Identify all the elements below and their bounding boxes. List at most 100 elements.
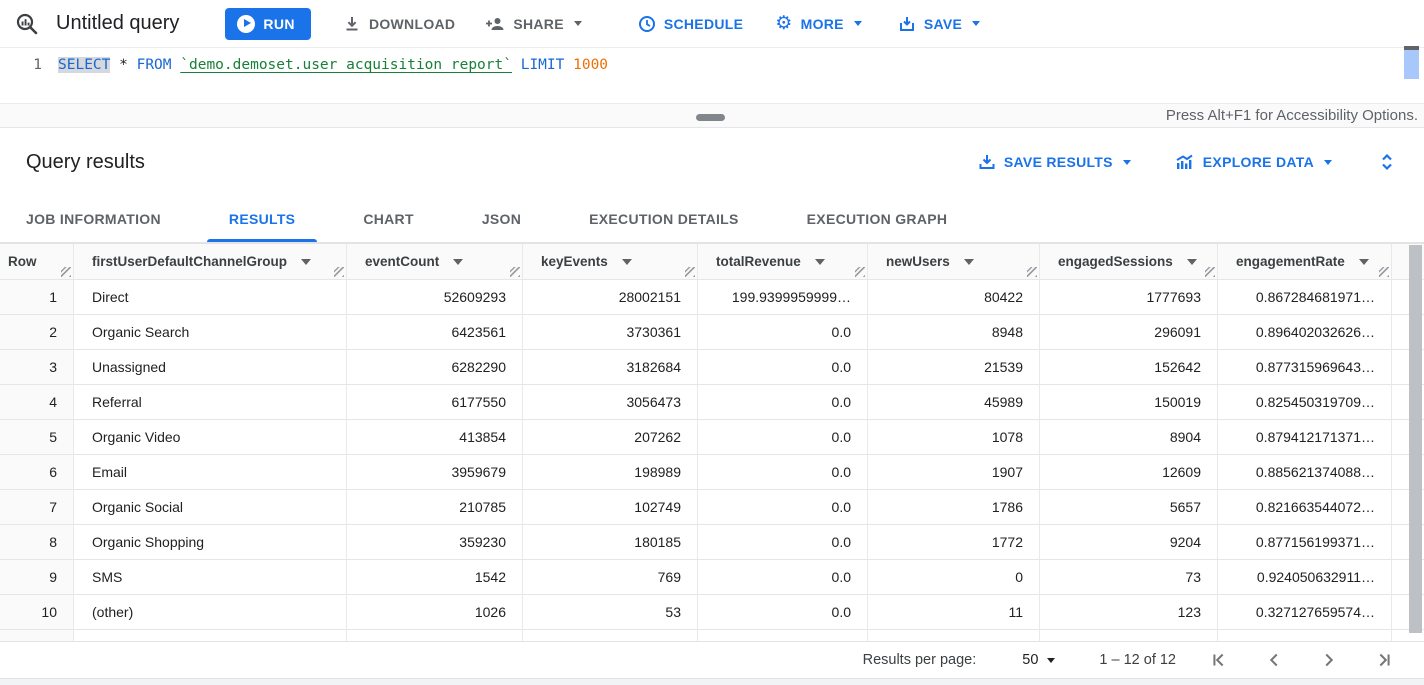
cell-totalrevenue[interactable]: 0.0 bbox=[698, 350, 868, 385]
cell-engagementrate[interactable]: 0.825450319709… bbox=[1218, 385, 1392, 420]
cell-engagedsessions[interactable]: 9204 bbox=[1040, 525, 1218, 560]
cell-firstuserdefaultchannelgroup[interactable]: Unassigned bbox=[74, 350, 347, 385]
last-page-button[interactable] bbox=[1372, 648, 1396, 672]
cell-keyevents[interactable]: 53 bbox=[523, 595, 698, 630]
cell-totalrevenue[interactable]: 0.0 bbox=[698, 420, 868, 455]
cell-engagementrate[interactable]: 0.877315969643… bbox=[1218, 350, 1392, 385]
splitter-drag-handle[interactable] bbox=[696, 114, 725, 121]
page-size-select[interactable]: 50 bbox=[1022, 652, 1056, 668]
explore-data-button[interactable]: EXPLORE DATA bbox=[1175, 153, 1332, 171]
cell-engagementrate[interactable]: 1.0 bbox=[1218, 630, 1392, 641]
cell-engagementrate[interactable]: 0.924050632911… bbox=[1218, 560, 1392, 595]
sql-table-link[interactable]: `demo.demoset.user_acquisition_report` bbox=[180, 57, 512, 73]
cell-totalrevenue[interactable]: 0.0 bbox=[698, 490, 868, 525]
column-header-totalrevenue[interactable]: totalRevenue bbox=[698, 244, 868, 280]
cell-firstuserdefaultchannelgroup[interactable]: Direct bbox=[74, 280, 347, 315]
cell-firstuserdefaultchannelgroup[interactable]: Organic Video bbox=[74, 420, 347, 455]
cell-totalrevenue[interactable]: 0.0 bbox=[698, 595, 868, 630]
cell-eventcount[interactable]: 6282290 bbox=[347, 350, 523, 385]
first-page-button[interactable] bbox=[1207, 648, 1231, 672]
tab-results[interactable]: RESULTS bbox=[195, 196, 329, 242]
share-button[interactable]: SHARE bbox=[485, 15, 582, 33]
cell-newusers[interactable]: 1786 bbox=[868, 490, 1040, 525]
tab-execution-graph[interactable]: EXECUTION GRAPH bbox=[806, 211, 948, 227]
tab-json[interactable]: JSON bbox=[481, 211, 522, 227]
cell-eventcount[interactable]: 337 bbox=[347, 630, 523, 641]
cell-keyevents[interactable]: 207262 bbox=[523, 420, 698, 455]
column-resize-handle[interactable] bbox=[1379, 267, 1389, 277]
cell-newusers[interactable]: 3 bbox=[868, 630, 1040, 641]
cell-engagementrate[interactable]: 0.877156199371… bbox=[1218, 525, 1392, 560]
cell-eventcount[interactable]: 1026 bbox=[347, 595, 523, 630]
more-button[interactable]: ⚙ MORE bbox=[775, 14, 862, 33]
cell-keyevents[interactable]: 3730361 bbox=[523, 315, 698, 350]
cell-eventcount[interactable]: 6423561 bbox=[347, 315, 523, 350]
cell-eventcount[interactable]: 3959679 bbox=[347, 455, 523, 490]
cell-engagementrate[interactable]: 0.879412171371… bbox=[1218, 420, 1392, 455]
cell-newusers[interactable]: 1078 bbox=[868, 420, 1040, 455]
cell-totalrevenue[interactable]: 0.0 bbox=[698, 385, 868, 420]
cell-keyevents[interactable]: 3056473 bbox=[523, 385, 698, 420]
cell-engagedsessions[interactable]: 150019 bbox=[1040, 385, 1218, 420]
cell-engagedsessions[interactable]: 12609 bbox=[1040, 455, 1218, 490]
column-header-engagementrate[interactable]: engagementRate bbox=[1218, 244, 1392, 280]
column-resize-handle[interactable] bbox=[685, 267, 695, 277]
column-resize-handle[interactable] bbox=[855, 267, 865, 277]
cell-keyevents[interactable]: 28002151 bbox=[523, 280, 698, 315]
download-button[interactable]: DOWNLOAD bbox=[343, 15, 455, 33]
cell-engagedsessions[interactable]: 9 bbox=[1040, 630, 1218, 641]
cell-newusers[interactable]: 80422 bbox=[868, 280, 1040, 315]
column-header-row[interactable]: Row bbox=[0, 244, 74, 280]
column-menu-icon[interactable] bbox=[301, 258, 312, 265]
column-header-firstuserdefaultchannelgroup[interactable]: firstUserDefaultChannelGroup bbox=[74, 244, 347, 280]
cell-engagementrate[interactable]: 0.821663544072… bbox=[1218, 490, 1392, 525]
cell-engagedsessions[interactable]: 296091 bbox=[1040, 315, 1218, 350]
cell-newusers[interactable]: 8948 bbox=[868, 315, 1040, 350]
column-resize-handle[interactable] bbox=[1027, 267, 1037, 277]
cell-totalrevenue[interactable]: 0.0 bbox=[698, 630, 868, 641]
column-menu-icon[interactable] bbox=[1186, 258, 1197, 265]
schedule-button[interactable]: SCHEDULE bbox=[638, 15, 743, 33]
cell-firstuserdefaultchannelgroup[interactable]: SMS bbox=[74, 560, 347, 595]
cell-newusers[interactable]: 11 bbox=[868, 595, 1040, 630]
cell-totalrevenue[interactable]: 199.9399959999… bbox=[698, 280, 868, 315]
save-results-button[interactable]: SAVE RESULTS bbox=[978, 153, 1131, 171]
cell-newusers[interactable]: 1907 bbox=[868, 455, 1040, 490]
cell-firstuserdefaultchannelgroup[interactable]: Organic Shopping bbox=[74, 525, 347, 560]
cell-eventcount[interactable]: 6177550 bbox=[347, 385, 523, 420]
save-button[interactable]: SAVE bbox=[898, 15, 981, 33]
column-resize-handle[interactable] bbox=[1205, 267, 1215, 277]
cell-totalrevenue[interactable]: 0.0 bbox=[698, 525, 868, 560]
cell-keyevents[interactable]: 769 bbox=[523, 560, 698, 595]
column-menu-icon[interactable] bbox=[1358, 258, 1369, 265]
expand-results-icon[interactable] bbox=[1376, 151, 1398, 173]
column-resize-handle[interactable] bbox=[61, 267, 71, 277]
run-button[interactable]: RUN bbox=[225, 7, 311, 40]
cell-newusers[interactable]: 1772 bbox=[868, 525, 1040, 560]
previous-page-button[interactable] bbox=[1262, 648, 1286, 672]
table-vertical-scrollbar[interactable] bbox=[1409, 245, 1422, 637]
cell-engagementrate[interactable]: 0.896402032626… bbox=[1218, 315, 1392, 350]
tab-job-information[interactable]: JOB INFORMATION bbox=[26, 211, 161, 227]
cell-newusers[interactable]: 21539 bbox=[868, 350, 1040, 385]
cell-engagedsessions[interactable]: 73 bbox=[1040, 560, 1218, 595]
tab-chart[interactable]: CHART bbox=[363, 211, 414, 227]
cell-engagementrate[interactable]: 0.885621374088… bbox=[1218, 455, 1392, 490]
cell-engagementrate[interactable]: 0.327127659574… bbox=[1218, 595, 1392, 630]
cell-firstuserdefaultchannelgroup[interactable]: Organic Search bbox=[74, 315, 347, 350]
cell-engagedsessions[interactable]: 1777693 bbox=[1040, 280, 1218, 315]
cell-firstuserdefaultchannelgroup[interactable]: Email bbox=[74, 455, 347, 490]
cell-keyevents[interactable]: 102749 bbox=[523, 490, 698, 525]
cell-keyevents[interactable]: 198989 bbox=[523, 455, 698, 490]
cell-firstuserdefaultchannelgroup[interactable]: (other) bbox=[74, 595, 347, 630]
cell-keyevents[interactable]: 180185 bbox=[523, 525, 698, 560]
column-header-keyevents[interactable]: keyEvents bbox=[523, 244, 698, 280]
cell-keyevents[interactable]: 134 bbox=[523, 630, 698, 641]
cell-engagedsessions[interactable]: 5657 bbox=[1040, 490, 1218, 525]
cell-keyevents[interactable]: 3182684 bbox=[523, 350, 698, 385]
cell-engagedsessions[interactable]: 8904 bbox=[1040, 420, 1218, 455]
cell-firstuserdefaultchannelgroup[interactable]: Organic Social bbox=[74, 490, 347, 525]
cell-eventcount[interactable]: 413854 bbox=[347, 420, 523, 455]
cell-eventcount[interactable]: 1542 bbox=[347, 560, 523, 595]
editor-scrollbar[interactable] bbox=[1404, 50, 1419, 79]
